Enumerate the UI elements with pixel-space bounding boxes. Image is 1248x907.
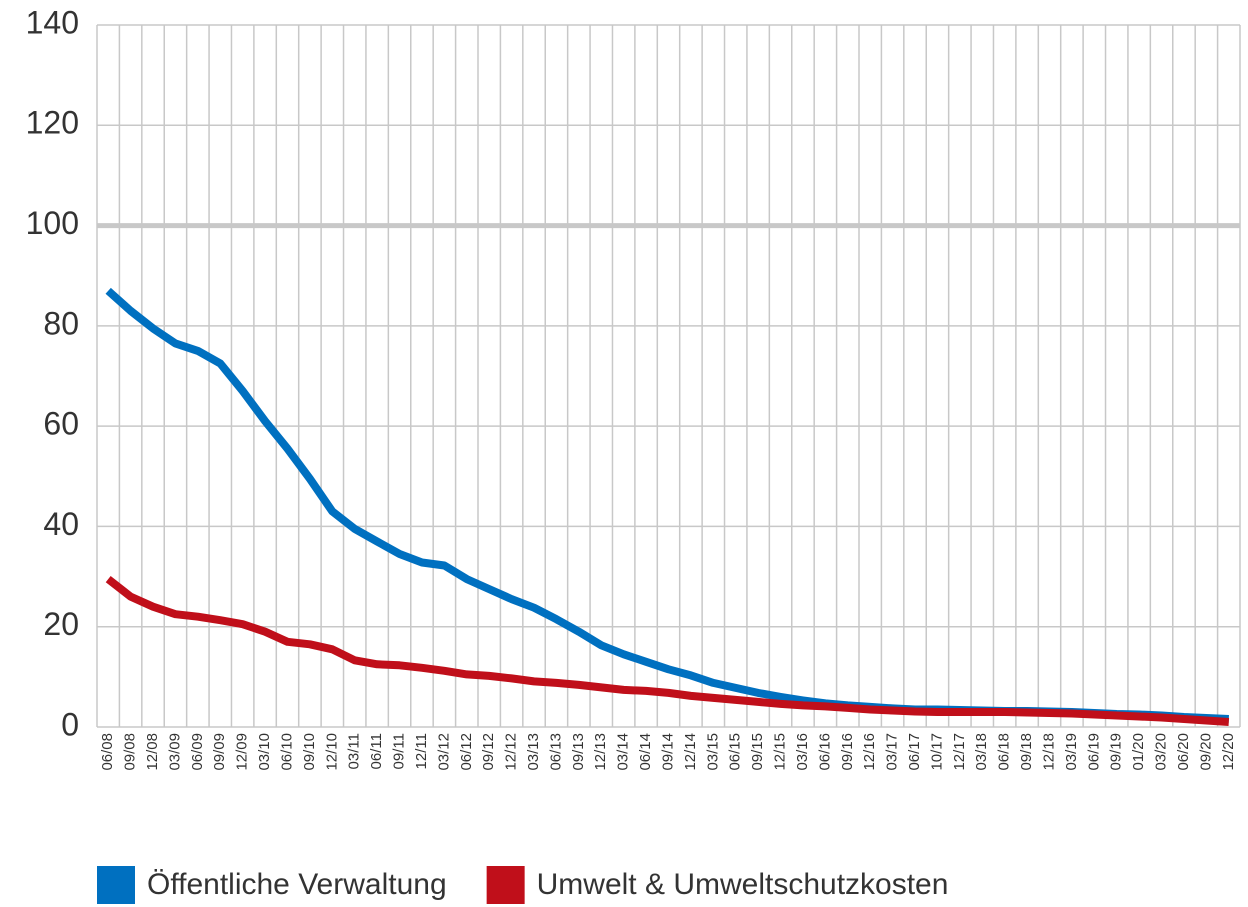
x-tick-label: 06/18: [996, 733, 1013, 771]
x-tick-label: 06/13: [547, 733, 564, 771]
y-tick-label: 100: [26, 205, 79, 241]
x-tick-label: 12/10: [323, 733, 340, 771]
legend-label: Öffentliche Verwaltung: [147, 868, 447, 901]
x-tick-label: 10/17: [928, 733, 945, 771]
x-tick-label: 03/13: [525, 733, 542, 771]
x-tick-label: 09/11: [391, 733, 408, 769]
x-tick-label: 12/20: [1220, 733, 1237, 771]
legend-swatch: [97, 866, 135, 904]
x-tick-label: 09/13: [570, 733, 587, 771]
x-tick-label: 09/15: [749, 733, 766, 771]
legend-label: Umwelt & Umweltschutzkosten: [537, 868, 949, 901]
x-tick-label: 06/12: [458, 733, 475, 771]
legend-swatch: [486, 866, 525, 904]
x-tick-label: 12/08: [144, 733, 161, 771]
x-tick-label: 09/14: [659, 733, 676, 771]
x-tick-label: 03/19: [1063, 733, 1080, 771]
x-tick-label: 09/08: [122, 733, 139, 771]
x-tick-label: 12/13: [592, 733, 609, 771]
x-tick-label: 12/12: [503, 733, 520, 771]
x-tick-label: 09/18: [1018, 733, 1035, 771]
x-tick-label: 09/20: [1197, 733, 1214, 771]
x-tick-label: 06/19: [1085, 733, 1102, 771]
x-tick-label: 09/19: [1108, 733, 1125, 771]
x-tick-label: 09/16: [839, 733, 856, 771]
x-tick-label: 03/10: [256, 733, 273, 771]
x-tick-label: 03/15: [704, 733, 721, 771]
x-tick-label: 12/09: [234, 733, 251, 771]
x-tick-label: 09/09: [211, 733, 228, 771]
x-tick-label: 01/20: [1130, 733, 1147, 771]
y-tick-label: 140: [26, 4, 79, 40]
x-tick-label: 06/10: [278, 733, 295, 771]
x-tick-label: 06/11: [368, 733, 385, 769]
x-tick-label: 06/09: [189, 733, 206, 771]
x-tick-label: 03/09: [166, 733, 183, 771]
x-tick-label: 09/12: [480, 733, 497, 771]
x-tick-label: 06/08: [99, 733, 116, 771]
x-tick-label: 03/12: [435, 733, 452, 771]
y-tick-label: 0: [61, 706, 79, 742]
x-tick-label: 03/18: [973, 733, 990, 771]
x-tick-label: 12/14: [682, 733, 699, 771]
line-series: [105, 575, 1230, 726]
x-tick-label: 06/14: [637, 733, 654, 771]
y-tick-label: 80: [43, 305, 79, 341]
x-tick-label: 03/16: [794, 733, 811, 771]
x-tick-label: 12/18: [1040, 733, 1057, 771]
x-tick-label: 12/16: [861, 733, 878, 771]
x-tick-label: 03/14: [615, 733, 632, 771]
x-tick-label: 12/11: [413, 733, 430, 769]
y-tick-label: 120: [26, 105, 79, 141]
y-tick-label: 40: [43, 506, 79, 542]
x-tick-label: 03/17: [884, 733, 901, 771]
x-tick-label: 06/17: [906, 733, 923, 771]
y-tick-label: 60: [43, 406, 79, 442]
x-tick-label: 03/20: [1153, 733, 1170, 771]
x-tick-label: 03/11: [346, 733, 363, 769]
x-tick-label: 09/10: [301, 733, 318, 771]
x-tick-label: 12/17: [951, 733, 968, 771]
x-tick-label: 06/16: [816, 733, 833, 771]
y-tick-label: 20: [43, 606, 79, 642]
x-tick-label: 12/15: [772, 733, 789, 771]
x-tick-label: 06/15: [727, 733, 744, 771]
x-tick-label: 06/20: [1175, 733, 1192, 771]
